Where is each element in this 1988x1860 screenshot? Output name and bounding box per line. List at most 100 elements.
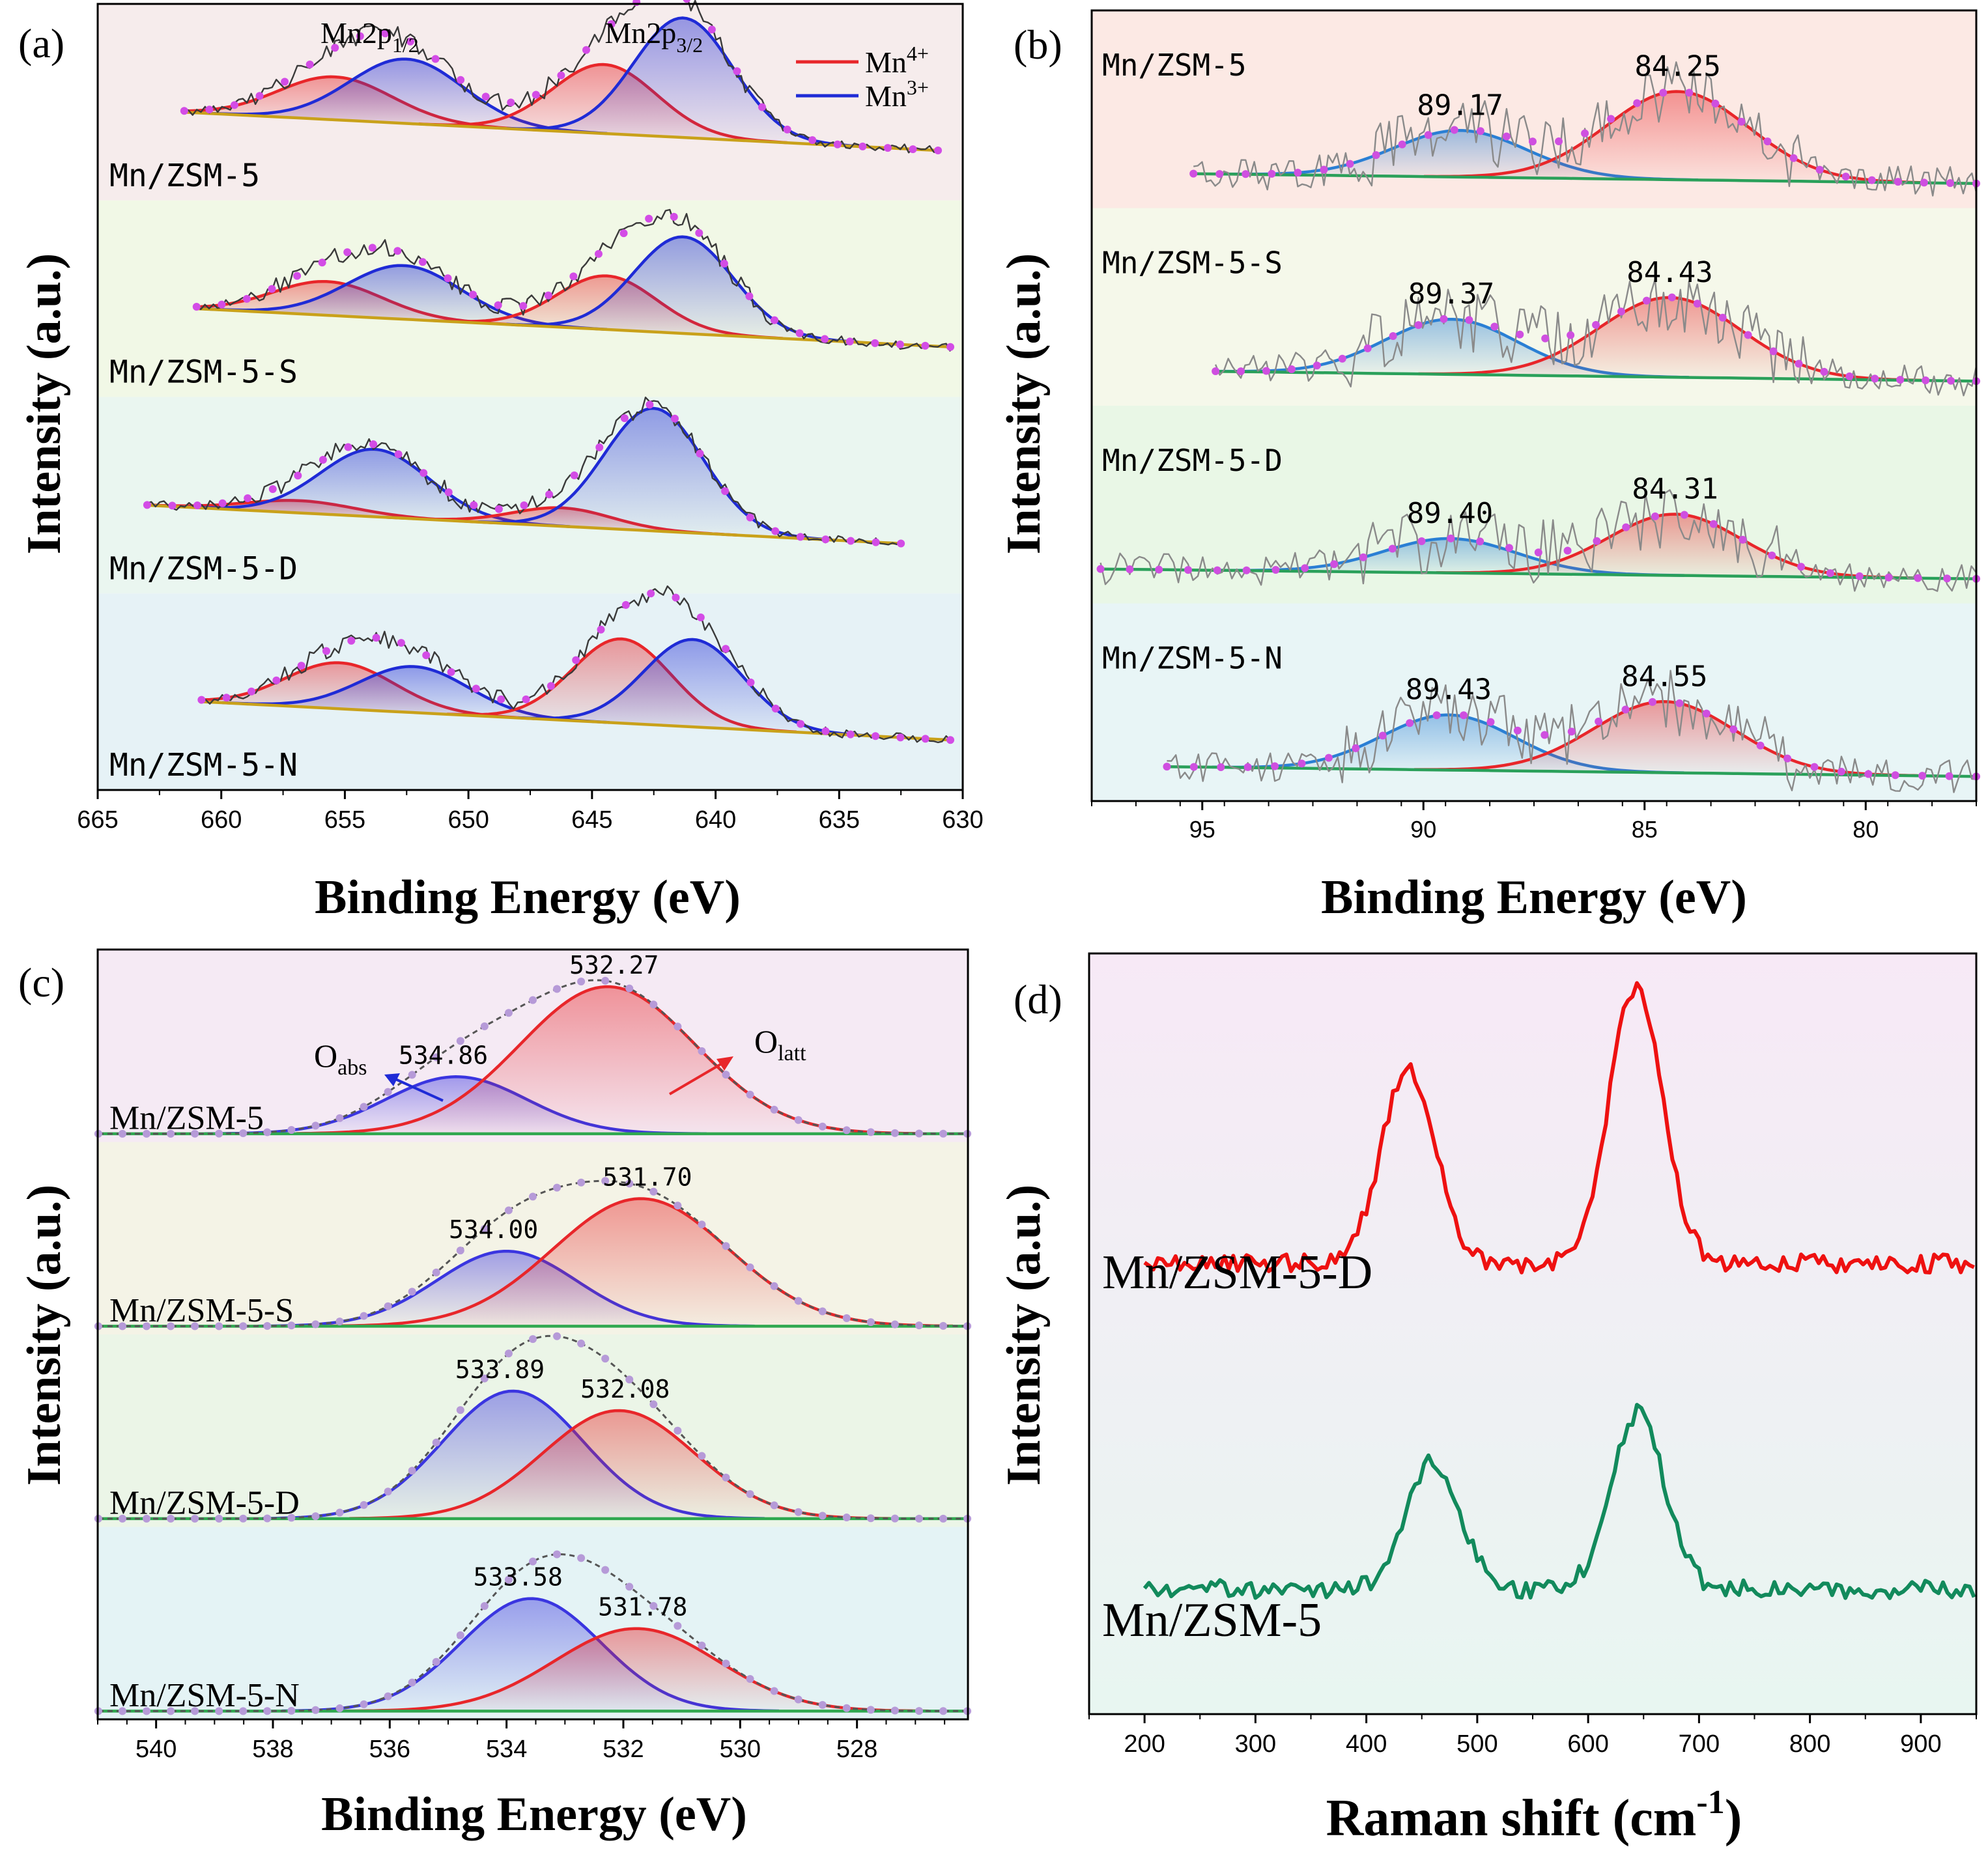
peak-label-sub: 3/2 <box>676 33 703 57</box>
fit-point <box>859 142 867 150</box>
fit-point <box>406 37 414 46</box>
fit-point <box>1163 763 1171 771</box>
fit-point <box>833 140 842 148</box>
fit-point <box>649 1601 658 1610</box>
fit-point <box>408 1467 416 1475</box>
series-label: Mn/ZSM-5-N <box>109 1677 300 1714</box>
fit-point <box>1711 100 1720 108</box>
fit-point <box>745 292 754 300</box>
peak-fill <box>506 236 859 343</box>
series-label: Mn/ZSM-5-S <box>109 1292 294 1329</box>
fit-point <box>818 1122 827 1131</box>
fit-point <box>1884 573 1893 582</box>
fit-point <box>674 1202 682 1210</box>
fit-point <box>287 1126 296 1134</box>
fit-point <box>1388 544 1397 553</box>
fit-point <box>890 1514 899 1523</box>
fit-point <box>672 593 680 602</box>
fit-point <box>507 98 515 107</box>
peak-value-label: 532.08 <box>580 1375 670 1403</box>
fit-point <box>335 1704 344 1713</box>
fit-point <box>397 639 405 647</box>
fit-point <box>746 1675 754 1684</box>
x-tick-label: 500 <box>1456 1730 1498 1758</box>
fit-point <box>281 78 289 86</box>
fit-point <box>921 735 930 743</box>
fit-point <box>722 1659 730 1668</box>
x-tick-label: 85 <box>1632 816 1658 843</box>
peak-value-label: 89.40 <box>1407 497 1493 530</box>
fit-point <box>722 645 730 653</box>
legend-label: Mn3+ <box>865 76 929 113</box>
peak-group-label: Mn2p1/2 <box>320 16 419 57</box>
peak-fill <box>222 666 610 723</box>
fit-point <box>1406 719 1414 727</box>
fit-point <box>1648 698 1656 706</box>
fit-point <box>698 1452 706 1460</box>
raw-spectrum <box>1167 669 1977 793</box>
fit-point <box>205 106 214 114</box>
x-tick-label: 532 <box>603 1736 644 1763</box>
fit-point <box>1946 179 1954 188</box>
fit-point <box>1763 137 1772 146</box>
fit-point <box>1675 699 1684 707</box>
fit-point <box>1096 565 1105 573</box>
x-tick-label: 530 <box>720 1736 761 1763</box>
fit-point <box>570 471 578 479</box>
fit-point <box>620 414 629 423</box>
fit-point <box>883 144 892 152</box>
fit-point <box>335 1508 344 1517</box>
fit-point <box>818 1307 827 1316</box>
fit-point <box>197 696 206 704</box>
fit-point <box>1359 553 1367 561</box>
fit-point <box>872 732 880 740</box>
fit-point <box>1476 537 1484 546</box>
fit-point <box>553 1332 561 1340</box>
fit-point <box>393 247 402 255</box>
fit-point <box>522 695 530 703</box>
peak-value-label: 532.27 <box>569 951 659 979</box>
fit-point <box>544 291 552 300</box>
fit-point <box>215 1322 223 1331</box>
fit-point <box>1330 560 1339 569</box>
panel-label: (d) <box>1014 976 1062 1022</box>
fit-point <box>771 316 779 324</box>
legend-main: Mn <box>865 79 907 113</box>
fit-point <box>621 600 630 609</box>
fit-point <box>783 125 791 134</box>
fit-point <box>1621 705 1630 714</box>
fit-point <box>1891 771 1899 780</box>
peak-fill <box>1424 91 1929 183</box>
fit-point <box>480 1224 489 1233</box>
fit-point <box>1363 344 1372 352</box>
fit-point <box>1414 321 1423 330</box>
fit-point <box>381 29 390 38</box>
fit-point <box>360 1501 368 1509</box>
fit-point <box>360 1700 368 1708</box>
fit-point <box>218 499 227 507</box>
fit-point <box>529 1335 537 1344</box>
peak-value-label: 89.37 <box>1408 277 1494 311</box>
fit-point <box>263 1322 272 1331</box>
fit-point <box>846 537 855 545</box>
fit-point <box>758 103 767 111</box>
x-axis-title: Binding Energy (eV) <box>321 1788 747 1841</box>
x-tick-label: 534 <box>486 1736 527 1763</box>
fit-point <box>872 538 880 546</box>
fit-point <box>915 1707 923 1715</box>
fit-point <box>1918 772 1927 780</box>
fit-point <box>263 1707 272 1715</box>
peak-fill <box>296 987 919 1134</box>
x-tick-label: 80 <box>1853 816 1879 843</box>
fit-point <box>746 1090 754 1099</box>
fit-peak-curve <box>477 406 830 541</box>
y-axis-title: Intensity (a.u.) <box>18 1185 71 1486</box>
fit-point <box>384 1487 392 1496</box>
fit-point <box>143 501 151 509</box>
fit-point <box>1237 367 1245 376</box>
fit-point <box>547 682 555 690</box>
fit-point <box>408 1678 416 1687</box>
panel-label: (b) <box>1014 21 1062 68</box>
fit-point <box>846 730 855 739</box>
fit-point <box>946 736 955 744</box>
